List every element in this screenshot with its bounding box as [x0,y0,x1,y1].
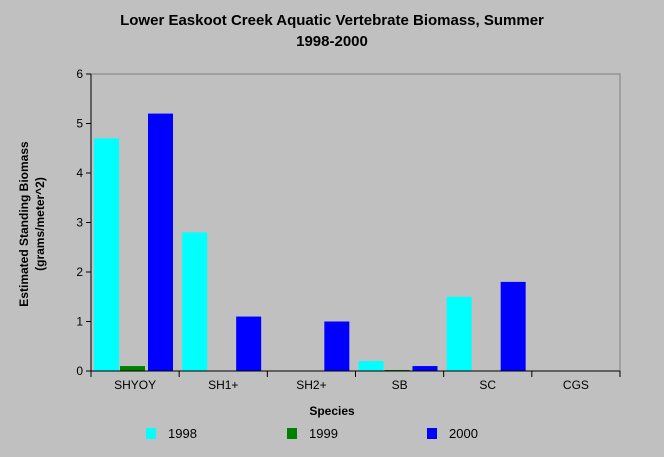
chart-title: Lower Easkoot Creek Aquatic Vertebrate B… [0,10,664,52]
y-tick-label-0: 0 [76,364,83,378]
bar-2000-SH1+ [236,316,262,371]
legend-item-1998: 1998 [146,425,197,441]
x-axis-label: Species [309,404,355,418]
legend-label-2000: 2000 [449,425,478,441]
y-tick-label-5: 5 [76,117,83,131]
legend-item-2000: 2000 [427,425,478,441]
legend-swatch-1998 [146,427,156,439]
bar-1998-SH1+ [182,232,208,371]
x-tick-label-SC: SC [479,378,496,392]
x-tick-label-SH1+: SH1+ [208,378,238,392]
y-tick-label-6: 6 [76,67,83,81]
bar-1999-SHYOY [120,366,145,371]
legend-swatch-1999 [287,427,297,439]
bar-1998-SC [446,296,472,371]
bar-2000-SHYOY [148,113,173,371]
y-tick-label-4: 4 [76,166,83,180]
y-tick-label-1: 1 [76,315,83,329]
chart-title-line-1: Lower Easkoot Creek Aquatic Vertebrate B… [120,12,544,29]
bar-2000-SB [412,366,438,371]
chart-title-line-2: 1998-2000 [296,33,368,50]
bar-2000-SH2+ [324,321,350,371]
legend-swatch-2000 [427,427,437,439]
bar-1998-SHYOY [94,138,119,371]
bar-1998-SB [358,361,384,371]
legend-item-1999: 1999 [287,425,338,441]
legend-label-1998: 1998 [168,425,197,441]
y-tick-label-2: 2 [76,265,83,279]
x-tick-label-CGS: CGS [563,378,589,392]
x-tick-label-SB: SB [392,378,408,392]
x-tick-label-SH2+: SH2+ [296,378,326,392]
plot-frame [90,73,621,372]
y-tick-label-3: 3 [76,216,83,230]
x-tick-label-SHYOY: SHYOY [114,378,156,392]
bar-2000-SC [500,281,526,371]
legend-label-1999: 1999 [309,425,338,441]
